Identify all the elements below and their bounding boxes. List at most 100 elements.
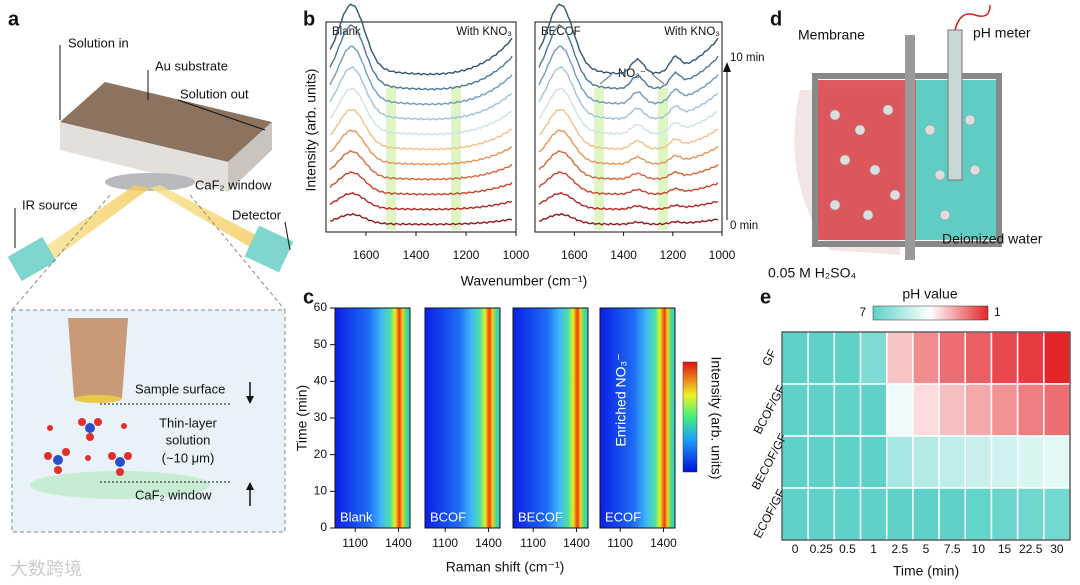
spectrum [538, 23, 719, 91]
spectrum [538, 66, 719, 121]
x-tick-label: 1600 [561, 248, 588, 262]
colorbar [872, 305, 989, 321]
panel-b: b Intensity (arb. units) Wavenumber (cm⁻… [303, 3, 765, 289]
heatmap-frame [781, 331, 1071, 541]
heat-cell [912, 435, 940, 489]
heat-cell [1016, 487, 1045, 541]
membrane [905, 35, 915, 260]
spectrum [538, 3, 719, 75]
arrow [246, 482, 254, 490]
x-tick-label: 0.25 [810, 542, 834, 556]
heat-cell [859, 435, 888, 489]
panel-label: b [303, 8, 315, 30]
x-tick-label: 1400 [475, 536, 502, 550]
panel-a: a Solution in Au substrate Solution out … [7, 8, 294, 533]
heat-cell [990, 331, 1019, 385]
x-tick-label: 1400 [563, 536, 590, 550]
panel-c: c Time (min) Raman shift (cm⁻¹) Intensit… [294, 286, 725, 574]
zoom-line [189, 194, 286, 311]
heat-cell [912, 383, 940, 437]
box-top [60, 82, 272, 162]
ph-electrode [947, 29, 963, 181]
heat-cell [833, 331, 862, 385]
time-label: 10 min [730, 52, 765, 64]
box-side [228, 122, 272, 192]
x-tick-label: 5 [923, 542, 930, 556]
label: Thin-layer [159, 415, 217, 430]
x-tick-label: 0 [792, 542, 799, 556]
heat-cell [938, 331, 967, 385]
y-axis-label: Intensity (arb. units) [303, 69, 319, 192]
heat-cell [964, 383, 993, 437]
y-tick-label: 0 [320, 520, 327, 534]
label: Solution out [180, 86, 249, 101]
condition: With KNO₃ [456, 26, 512, 38]
label: Detector [232, 207, 282, 222]
x-tick-label: 1400 [385, 536, 412, 550]
x-tick-label: 1000 [503, 248, 530, 262]
heat-cell [964, 487, 993, 541]
raman-map [512, 307, 589, 529]
panel-d: d Membrane pH meter Deionized water 0.05… [768, 4, 1043, 281]
heat-cell [885, 435, 914, 489]
spectrum [538, 191, 719, 211]
panel-e: e pH value 7 1 Time (min) 0 0.25 0.5 1 2.5 5 7… [749, 286, 1071, 579]
label: pH meter [973, 25, 1031, 41]
heat-cell [1043, 331, 1071, 385]
label: IR source [22, 197, 78, 212]
raman-map [424, 307, 501, 529]
x-tick-label: 30 [1050, 542, 1064, 556]
heat-cell [807, 383, 836, 437]
heat-cell [807, 435, 836, 489]
spectrum [329, 149, 513, 181]
heat-cell [990, 435, 1019, 489]
heat-cell [1043, 383, 1071, 437]
spectrum [329, 191, 513, 211]
x-tick-label: 0.5 [839, 542, 856, 556]
panel-name: ECOF [605, 509, 641, 524]
x-tick-label: 1100 [432, 536, 458, 550]
label: Sample surface [135, 381, 225, 396]
heat-cell [1016, 331, 1045, 385]
label: solution [166, 432, 211, 447]
heat-cell [833, 487, 862, 541]
x-tick-label: 1000 [709, 248, 736, 262]
panel-name: BCOF [430, 509, 466, 524]
y-tick-label: GF [759, 347, 779, 368]
label: CaF₂ window [195, 177, 272, 192]
heat-cell [807, 487, 836, 541]
x-tick-label: 10 [972, 542, 986, 556]
spectrum [329, 109, 513, 151]
heat-cell [833, 383, 862, 437]
colorbar-title: pH value [902, 286, 957, 302]
plot-name: BECOF [541, 26, 581, 38]
time-label: 0 min [730, 220, 758, 232]
band [386, 88, 396, 230]
spectrum [329, 66, 513, 121]
spectrum [538, 171, 719, 196]
y-tick-label: 10 [314, 484, 328, 498]
heat-cell [912, 331, 940, 385]
spectrum [538, 149, 719, 181]
y-axis-label: Time (min) [294, 385, 310, 451]
beam-out [150, 185, 262, 252]
heat-cell [859, 383, 888, 437]
colorbar-tick: 1 [994, 305, 1001, 319]
spectrum [538, 212, 719, 226]
x-tick-label: 22.5 [1019, 542, 1043, 556]
watermark: 大数跨境 [10, 559, 82, 579]
heat-cell [859, 487, 888, 541]
heat-cell [938, 435, 967, 489]
caf2-window [30, 471, 210, 499]
y-tick-label: 40 [314, 374, 328, 388]
electrode [68, 318, 128, 398]
spectrum [329, 129, 513, 166]
beam-in [40, 185, 150, 262]
x-tick-label: 7.5 [944, 542, 961, 556]
x-axis-label: Wavenumber (cm⁻¹) [461, 273, 588, 289]
label: CaF₂ window [135, 487, 212, 502]
heat-cell [938, 383, 967, 437]
x-axis-label: Raman shift (cm⁻¹) [446, 559, 565, 575]
raman-map [334, 307, 411, 529]
